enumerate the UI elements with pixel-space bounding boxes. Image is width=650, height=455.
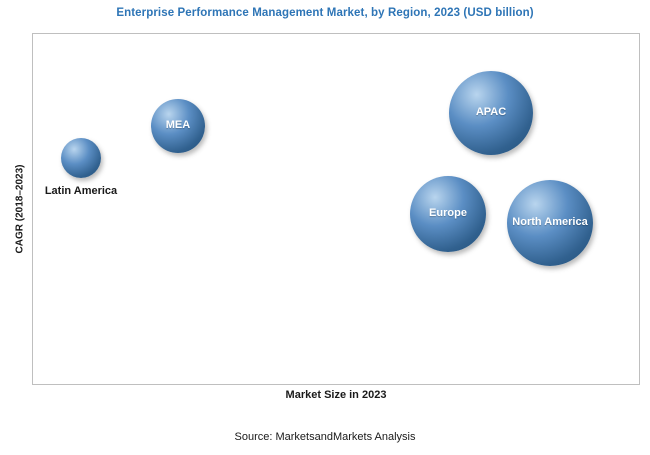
bubble-north-america: North America	[507, 180, 593, 266]
bubble-label: Latin America	[44, 185, 118, 197]
bubble-mea: MEA	[151, 99, 205, 153]
bubble-label: APAC	[475, 106, 507, 119]
bubble-apac: APAC	[449, 71, 533, 155]
bubble-europe: Europe	[410, 176, 486, 252]
y-axis-label: CAGR (2018–2023)	[14, 164, 26, 254]
bubble-label: MEA	[165, 119, 191, 132]
bubble-label: North America	[512, 216, 588, 229]
bubble-label: Europe	[429, 207, 467, 220]
x-axis-label: Market Size in 2023	[285, 389, 387, 401]
source-note: Source: MarketsandMarkets Analysis	[234, 431, 416, 443]
chart-title: Enterprise Performance Management Market…	[116, 7, 534, 19]
plot-area: Latin America MEA APAC Europe North America	[32, 33, 640, 385]
bubble-latin-america	[61, 138, 101, 178]
